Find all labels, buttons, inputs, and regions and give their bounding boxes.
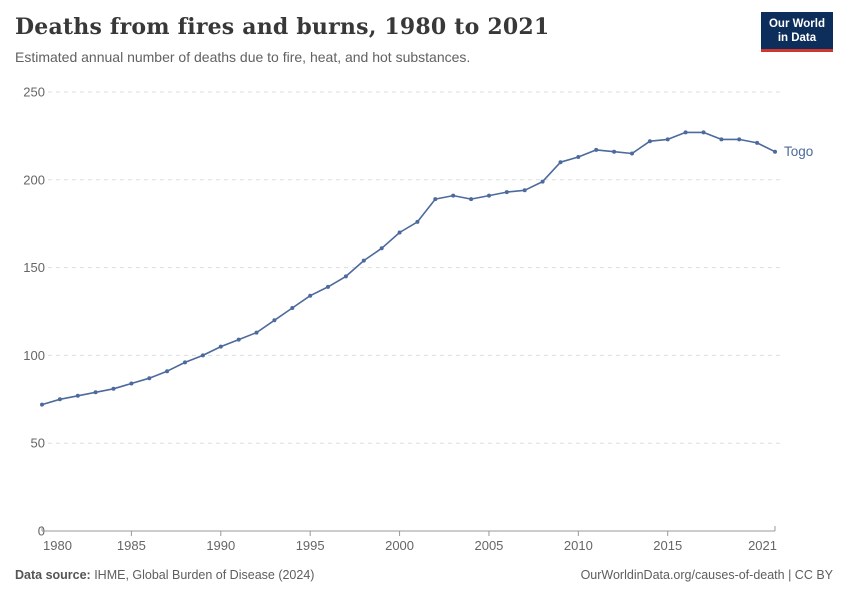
series-line-togo[interactable]: [41, 131, 776, 406]
y-tick-label-150: 150: [23, 260, 45, 275]
data-point-togo-2003[interactable]: [451, 193, 456, 198]
owid-logo-line2: in Data: [777, 32, 817, 44]
data-point-togo-2013[interactable]: [630, 151, 634, 156]
y-tick-label-100: 100: [23, 348, 45, 363]
data-point-togo-1990[interactable]: [218, 344, 223, 349]
x-tick-label-1985: 1985: [117, 538, 146, 553]
data-point-togo-1995[interactable]: [308, 293, 313, 298]
credit-link[interactable]: OurWorldinData.org/causes-of-death | CC …: [580, 568, 833, 582]
data-point-togo-1985[interactable]: [129, 381, 134, 386]
data-point-togo-2011[interactable]: [594, 147, 599, 152]
data-point-togo-1983[interactable]: [93, 390, 98, 395]
owid-logo[interactable]: Our World in Data: [760, 12, 833, 52]
data-point-togo-2002[interactable]: [433, 197, 438, 202]
y-tick-label-50: 50: [31, 436, 45, 451]
x-tick-label-2021: 2021: [748, 538, 777, 553]
data-point-togo-1997[interactable]: [343, 274, 348, 279]
x-tick-label-1995: 1995: [296, 538, 325, 553]
data-point-togo-2004[interactable]: [469, 197, 474, 202]
data-point-togo-2017[interactable]: [701, 130, 706, 135]
owid-logo-line1: Our World: [768, 18, 825, 30]
data-point-togo-1988[interactable]: [183, 360, 187, 365]
data-point-togo-2020[interactable]: [755, 140, 760, 145]
chart-footer: Data source: IHME, Global Burden of Dise…: [15, 568, 833, 582]
data-point-togo-2001[interactable]: [415, 219, 420, 224]
data-source-label: Data source:: [15, 568, 91, 582]
data-point-togo-2015[interactable]: [665, 137, 670, 142]
data-point-togo-2009[interactable]: [558, 160, 563, 165]
data-point-togo-2012[interactable]: [612, 149, 617, 154]
data-point-togo-1980[interactable]: [40, 402, 44, 407]
data-point-togo-2014[interactable]: [647, 139, 652, 144]
data-point-togo-2018[interactable]: [719, 137, 724, 142]
data-point-togo-2016[interactable]: [683, 130, 688, 135]
chart-header: Deaths from fires and burns, 1980 to 202…: [15, 14, 755, 65]
data-point-togo-1999[interactable]: [379, 246, 384, 251]
data-point-togo-1984[interactable]: [111, 386, 116, 391]
y-tick-label-0: 0: [38, 524, 45, 539]
y-tick-label-200: 200: [23, 172, 45, 187]
data-point-togo-2000[interactable]: [397, 230, 402, 235]
data-point-togo-1987[interactable]: [165, 369, 170, 374]
data-point-togo-1989[interactable]: [200, 353, 205, 358]
x-tick-label-2010: 2010: [564, 538, 593, 553]
x-tick-label-2000: 2000: [385, 538, 414, 553]
data-point-togo-2021[interactable]: [773, 149, 777, 154]
data-point-togo-1996[interactable]: [326, 284, 330, 289]
data-point-togo-1993[interactable]: [272, 318, 277, 323]
data-point-togo-1986[interactable]: [147, 376, 152, 381]
data-point-togo-2006[interactable]: [504, 190, 509, 195]
chart-subtitle: Estimated annual number of deaths due to…: [15, 49, 471, 65]
x-tick-label-1990: 1990: [206, 538, 235, 553]
data-point-togo-1991[interactable]: [236, 337, 241, 342]
data-point-togo-2005[interactable]: [487, 193, 491, 198]
entity-label-togo[interactable]: Togo: [784, 144, 813, 159]
data-point-togo-2007[interactable]: [522, 188, 527, 193]
data-point-togo-1994[interactable]: [290, 306, 295, 310]
data-point-togo-2019[interactable]: [737, 137, 742, 142]
chart-title: Deaths from fires and burns, 1980 to 202…: [15, 14, 550, 40]
data-point-togo-1981[interactable]: [57, 397, 62, 402]
data-point-togo-2008[interactable]: [540, 179, 545, 184]
x-tick-label-2015: 2015: [653, 538, 682, 553]
data-source-text: IHME, Global Burden of Disease (2024): [90, 568, 315, 582]
data-source-note: Data source: IHME, Global Burden of Dise…: [15, 568, 314, 582]
data-point-togo-2010[interactable]: [576, 155, 581, 159]
data-point-togo-1982[interactable]: [75, 393, 80, 398]
x-tick-label-2005: 2005: [474, 538, 503, 553]
x-tick-label-1980: 1980: [43, 538, 72, 553]
data-point-togo-1998[interactable]: [361, 258, 366, 263]
y-tick-label-250: 250: [23, 85, 45, 100]
data-point-togo-1992[interactable]: [254, 330, 259, 335]
